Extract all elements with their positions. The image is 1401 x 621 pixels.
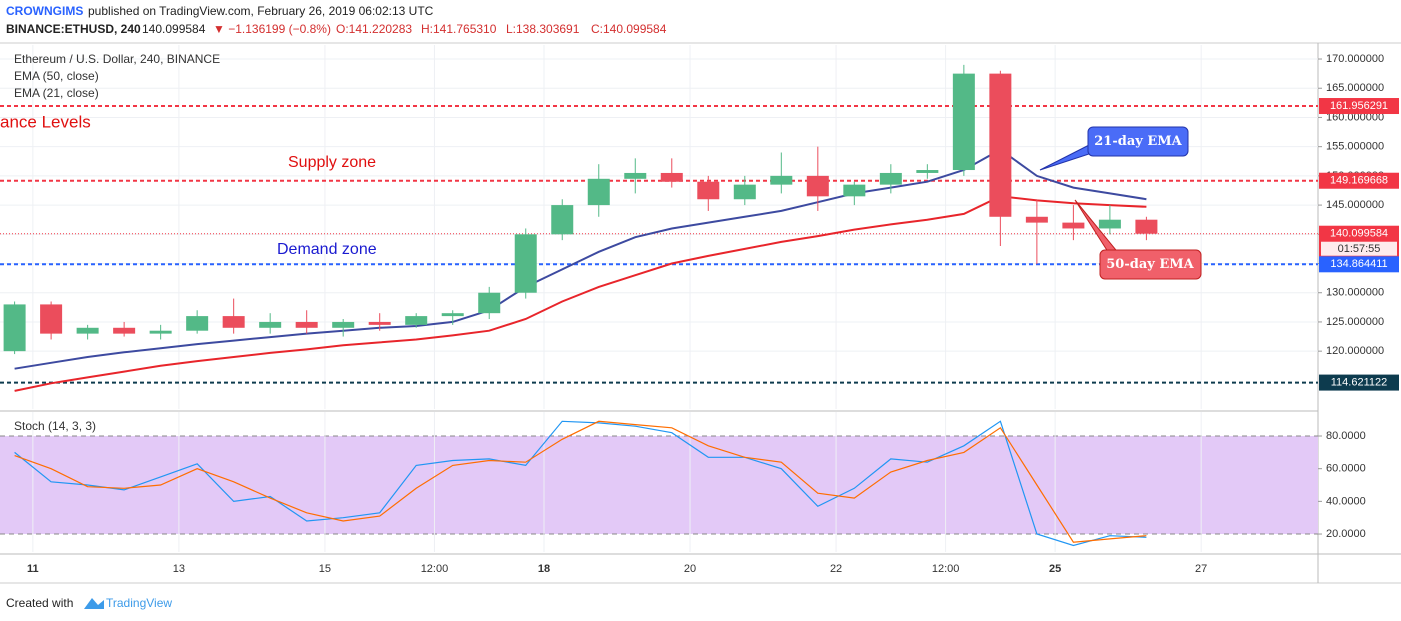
y-tick-label: 160.000000 [1326, 111, 1384, 123]
change: ▼ −1.136199 (−0.8%) [213, 22, 331, 36]
level-badge [1319, 98, 1399, 115]
countdown: 01:57:55 [1338, 243, 1381, 255]
level-label: 149.169668 [1330, 175, 1388, 187]
candle-body [733, 184, 756, 200]
callout-text: 21-day EMA [1094, 134, 1182, 149]
level-badge [1319, 256, 1399, 273]
y-tick-label: 40.0000 [1326, 495, 1366, 507]
series-line [14, 420, 1147, 543]
candle-body [806, 175, 829, 197]
logo [84, 598, 104, 609]
stoch-band [0, 436, 1318, 535]
y-tick-label: 145.000000 [1326, 199, 1384, 211]
y-tick-label: 80.0000 [1326, 430, 1366, 442]
legend-title: Ethereum / U.S. Dollar, 240, BINANCE [14, 52, 220, 66]
series-line [14, 195, 1147, 392]
price: 140.099584 [142, 22, 206, 36]
footer-brand[interactable]: TradingView [106, 596, 172, 610]
level-badge [1319, 172, 1399, 189]
series-line [14, 148, 1147, 370]
candle-body [368, 321, 391, 325]
ohlc: H:141.765310 [421, 22, 497, 36]
x-tick-label: 22 [830, 563, 842, 575]
candle-body [879, 172, 902, 185]
x-tick-label: 15 [319, 563, 331, 575]
ohlc: L:138.303691 [506, 22, 580, 36]
callout-text: 50-day EMA [1106, 257, 1194, 272]
legend-entry: EMA (50, close) [14, 69, 99, 83]
candle-body [259, 321, 282, 328]
candle-body [1062, 222, 1085, 229]
symbol: BINANCE:ETHUSD, 240 [6, 22, 141, 36]
x-tick-label: 18 [538, 563, 550, 575]
candle-body [587, 178, 610, 206]
countdown-bg [1321, 241, 1397, 256]
level-label: 161.956291 [1330, 100, 1388, 112]
x-tick-label: 13 [173, 563, 185, 575]
y-tick-label: 120.000000 [1326, 345, 1384, 357]
level-label: 140.099584 [1330, 228, 1388, 240]
y-tick-label: 130.000000 [1326, 287, 1384, 299]
y-tick-label: 125.000000 [1326, 316, 1384, 328]
candle-body [441, 313, 464, 317]
y-tick-label: 20.0000 [1326, 528, 1366, 540]
callout-box [1087, 126, 1189, 157]
candle-body [186, 316, 209, 331]
candle-body [1025, 216, 1048, 223]
candle-body [551, 205, 574, 235]
candle-body [76, 327, 99, 334]
level-label: 134.864411 [1330, 258, 1387, 270]
annotation: Demand zone [277, 241, 377, 258]
y-tick-label: 165.000000 [1326, 82, 1384, 94]
y-tick-label: 170.000000 [1326, 53, 1384, 65]
candle-body [149, 330, 172, 334]
stoch-pane [0, 412, 1318, 552]
candle-body [624, 172, 647, 179]
candle-body [478, 292, 501, 314]
candle-body [989, 73, 1012, 217]
callout-box [1099, 249, 1202, 280]
candle-body [113, 327, 136, 334]
price-pane [0, 45, 1318, 409]
candle-body [697, 181, 720, 200]
candle-body [770, 175, 793, 185]
y-tick-label: 155.000000 [1326, 141, 1384, 153]
x-tick-label: 20 [684, 563, 696, 575]
candle-body [660, 172, 683, 182]
candle-body [405, 316, 428, 325]
legend-entry: EMA (21, close) [14, 86, 99, 100]
candle-body [295, 321, 318, 328]
annotation: Supply zone [288, 154, 376, 171]
candle-body [843, 184, 866, 197]
published: published on TradingView.com, February 2… [88, 4, 434, 18]
y-tick-label: 60.0000 [1326, 463, 1366, 475]
candle-body [916, 170, 939, 173]
candle-body [514, 234, 537, 293]
x-tick-label: 12:00 [421, 563, 449, 575]
candle-body [332, 321, 355, 328]
author: CROWNGIMS [6, 4, 83, 18]
candle-body [3, 304, 26, 352]
x-tick-label: 12:00 [932, 563, 960, 575]
series-line [14, 420, 1147, 547]
x-tick-label: 25 [1049, 563, 1061, 575]
ohlc: C:140.099584 [591, 22, 667, 36]
level-label: 114.621122 [1331, 376, 1387, 388]
candle-body [1135, 219, 1158, 234]
candle-body [952, 73, 975, 171]
x-tick-label: 11 [27, 563, 39, 575]
annotation: ance Levels [0, 112, 91, 131]
ohlc: O:141.220283 [336, 22, 412, 36]
candle-body [1098, 219, 1121, 229]
x-tick-label: 27 [1195, 563, 1207, 575]
stoch-title: Stoch (14, 3, 3) [14, 419, 96, 433]
candle-body [40, 304, 63, 334]
footer-text: Created with [6, 596, 73, 610]
candle-body [222, 316, 245, 328]
level-badge [1319, 374, 1399, 391]
